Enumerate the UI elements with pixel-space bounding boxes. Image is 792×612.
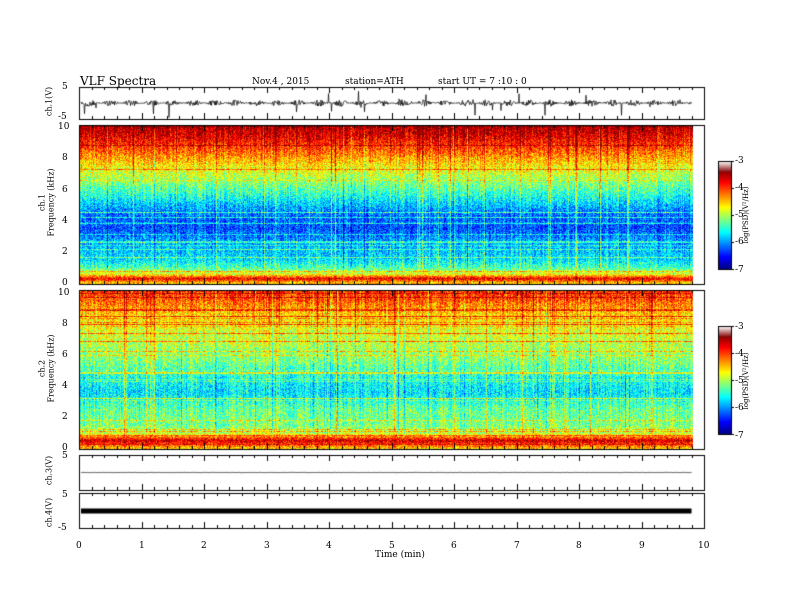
ch1spec-channel-label: ch.1	[37, 193, 47, 212]
ch2spec-ytick-4: 4	[62, 381, 68, 391]
xtick-3: 3	[264, 541, 270, 551]
cbar2-label: log(PSD)(V²/Hz)	[742, 352, 750, 410]
ch2spec-ytick-10: 10	[58, 288, 70, 298]
ch1spec-ytick-0: 0	[62, 278, 68, 288]
xtick-4: 4	[326, 541, 332, 551]
ch1spec-ytick-4: 4	[62, 216, 68, 226]
ch2spec-ylabel: Frequency (kHz)	[46, 334, 56, 403]
ch2spec-channel-label: ch.2	[37, 359, 47, 378]
cbar1-label: log(PSD)(V²/Hz)	[742, 186, 750, 244]
ch2spec-ytick-6: 6	[62, 350, 68, 360]
ch2spec-ytick-2: 2	[62, 412, 68, 422]
ch1spec-ytick-10: 10	[58, 122, 70, 132]
ch1spec-ytick-2: 2	[62, 247, 68, 257]
ch1v-ylabel: ch.1(V)	[44, 86, 54, 117]
ch3v-ytick-5: 5	[62, 451, 68, 461]
ch3v-ylabel: ch.3(V)	[44, 455, 54, 486]
ch2spec-ytick-8: 8	[62, 319, 68, 329]
cbar2-tick-m6: -6	[735, 403, 744, 413]
ch4v-ylabel: ch.4(V)	[44, 497, 54, 528]
ch4v-ytick-m5: -5	[58, 523, 67, 533]
ch1v-ytick-5: 5	[62, 82, 68, 92]
cbar2-tick-m4: -4	[735, 349, 744, 359]
xtick-6: 6	[451, 541, 457, 551]
ch2spec-ytick-0: 0	[62, 443, 68, 453]
xtick-1: 1	[139, 541, 145, 551]
cbar1-tick-m3: -3	[735, 156, 744, 166]
xtick-5: 5	[389, 541, 395, 551]
xtick-10: 10	[698, 541, 710, 551]
ch4v-ytick-5: 5	[62, 490, 68, 500]
ch1spec-ytick-8: 8	[62, 153, 68, 163]
xtick-2: 2	[201, 541, 207, 551]
cbar1-tick-m7: -7	[735, 265, 744, 275]
chart-title: VLF Spectra	[80, 74, 157, 88]
x-axis-label: Time (min)	[375, 550, 425, 560]
xtick-9: 9	[639, 541, 645, 551]
station-label: station=ATH	[345, 77, 404, 87]
cbar1-tick-m5: -5	[735, 210, 744, 220]
ch1spec-ylabel: Frequency (kHz)	[46, 168, 56, 237]
cbar2-tick-m5: -5	[735, 376, 744, 386]
xtick-8: 8	[576, 541, 582, 551]
date-label: Nov.4 , 2015	[252, 77, 310, 87]
ch1v-ytick-m5: -5	[58, 112, 67, 122]
start-ut-label: start UT = 7 :10 : 0	[438, 77, 527, 87]
xtick-7: 7	[514, 541, 520, 551]
ch1spec-ytick-6: 6	[62, 185, 68, 195]
xtick-0: 0	[76, 541, 82, 551]
cbar1-tick-m4: -4	[735, 183, 744, 193]
cbar2-tick-m3: -3	[735, 322, 744, 332]
cbar2-tick-m7: -7	[735, 431, 744, 441]
cbar1-tick-m6: -6	[735, 237, 744, 247]
